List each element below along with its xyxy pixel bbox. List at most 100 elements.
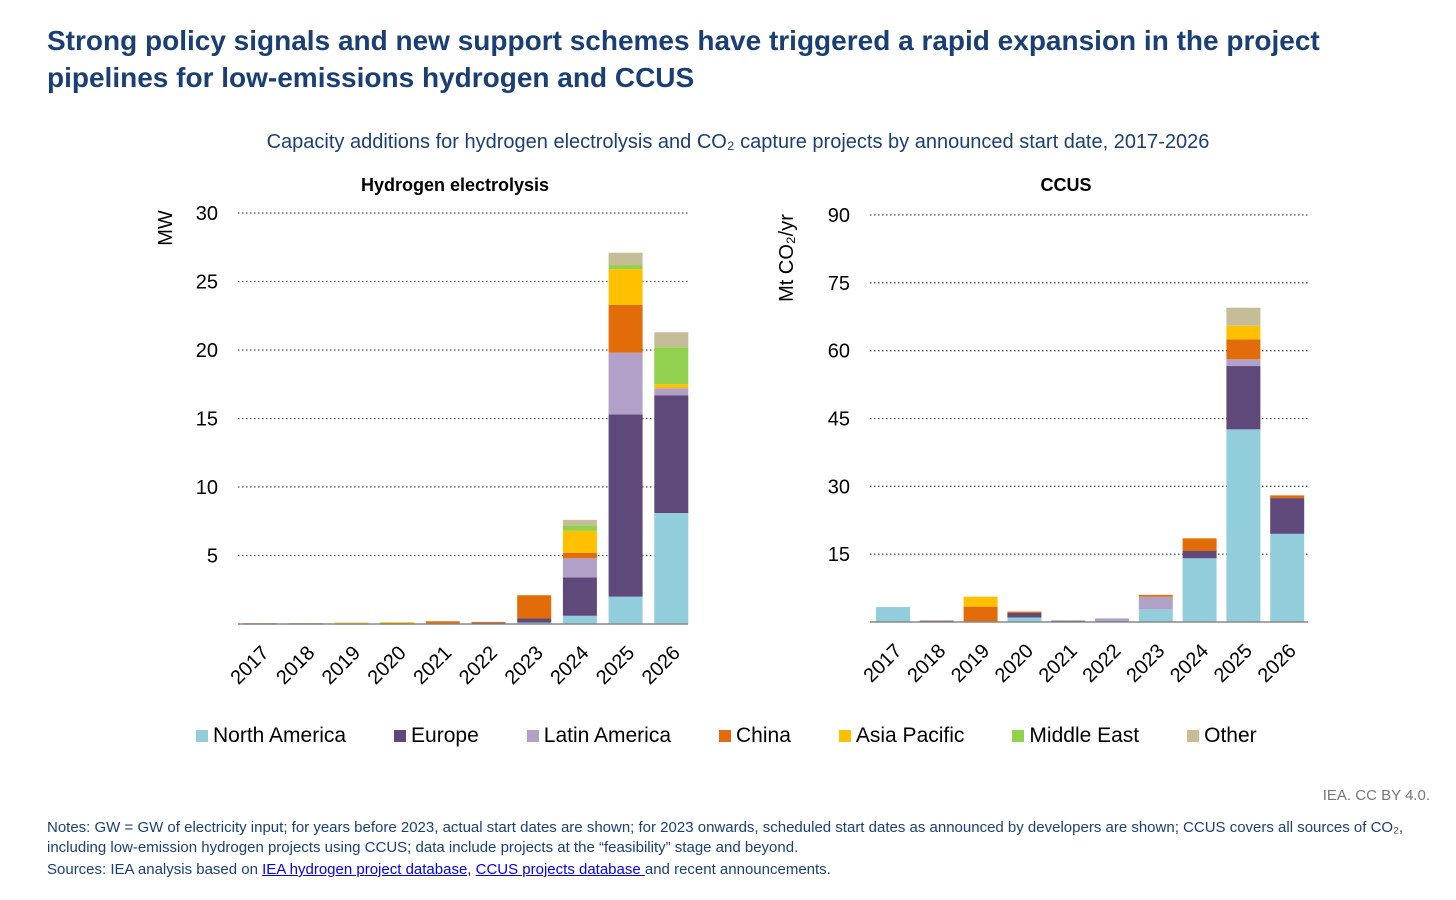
bar-segment	[1182, 558, 1217, 622]
y-tick-label: 5	[207, 546, 218, 568]
bar-segment	[1226, 325, 1261, 340]
sources-suffix: and recent announcements.	[644, 861, 831, 878]
bar-segment	[963, 606, 998, 622]
bar-segment	[1226, 307, 1261, 326]
bar-segment	[425, 621, 460, 624]
x-tick-label: 2021	[1035, 640, 1082, 687]
x-tick-label: 2020	[364, 642, 411, 689]
bar-segment	[562, 530, 597, 553]
y-tick-label: 75	[828, 273, 850, 295]
bar-segment	[654, 395, 689, 514]
x-tick-label: 2024	[546, 642, 593, 689]
bar-segment	[654, 513, 689, 624]
legend-label: Latin America	[543, 724, 671, 747]
legend-item: Europe	[394, 724, 479, 748]
y-axis-label: Mt CO₂/yr	[776, 214, 798, 302]
y-tick-label: 10	[196, 477, 218, 499]
bar-segment	[1270, 498, 1305, 534]
legend-item: Other	[1187, 724, 1257, 748]
bar-segment	[1226, 366, 1261, 430]
bar-segment	[1095, 618, 1129, 622]
legend-swatch	[838, 730, 851, 742]
legend-swatch	[196, 730, 208, 742]
legend-swatch	[394, 730, 407, 742]
x-tick-label: 2021	[409, 642, 456, 689]
bar-segment	[1226, 339, 1261, 360]
bar-segment	[608, 304, 643, 353]
chart-subtitle: Capacity additions for hydrogen electrol…	[266, 131, 1210, 153]
legend-label: China	[736, 724, 791, 747]
bar-segment	[963, 596, 998, 607]
bar-segment	[562, 558, 597, 578]
bar-segment	[517, 595, 552, 619]
bar-segment	[1182, 551, 1217, 559]
sources: Sources: IEA analysis based on IEA hydro…	[47, 861, 831, 878]
bar-segment	[380, 622, 415, 624]
x-tick-label: 2024	[1166, 640, 1213, 687]
x-tick-label: 2019	[947, 640, 994, 687]
legend-swatch	[719, 730, 731, 742]
x-tick-label: 2019	[318, 642, 365, 689]
panel-title: Hydrogen electrolysis	[361, 175, 549, 195]
bar-segment	[517, 618, 552, 623]
x-tick-label: 2023	[501, 642, 548, 689]
bar-segment	[608, 252, 643, 266]
bar-segment	[654, 347, 689, 385]
bar-segment	[471, 621, 506, 623]
bar-segment	[562, 552, 597, 559]
x-tick-label: 2018	[903, 640, 950, 687]
x-tick-label: 2020	[991, 640, 1038, 687]
y-tick-label: 60	[828, 341, 850, 363]
bar-segment	[608, 269, 643, 305]
bar-segment	[876, 607, 910, 622]
ccus-database-link[interactable]: CCUS projects database	[475, 861, 645, 878]
x-tick-label: 2025	[592, 642, 639, 689]
bar-segment	[608, 596, 643, 624]
bar-segment	[334, 622, 369, 624]
hydrogen-database-link[interactable]: IEA hydrogen project database,	[262, 861, 472, 878]
y-axis-label: MW	[155, 210, 177, 246]
y-tick-label: 25	[196, 272, 218, 294]
bar-segment	[608, 265, 643, 270]
bar-segment	[562, 615, 597, 624]
y-tick-label: 45	[828, 409, 850, 431]
x-tick-label: 2026	[638, 642, 685, 689]
legend-swatch	[526, 730, 539, 742]
charts: Hydrogen electrolysisMW51015202530201720…	[155, 175, 1308, 689]
legend-item: China	[719, 724, 791, 748]
legend-label: Middle East	[1029, 724, 1140, 747]
y-tick-label: 15	[828, 544, 850, 566]
y-tick-label: 30	[828, 476, 850, 498]
bar-segment	[1226, 359, 1261, 367]
y-tick-label: 90	[828, 205, 850, 227]
x-tick-label: 2025	[1210, 640, 1257, 687]
bar-segment	[1182, 538, 1217, 552]
y-tick-label: 15	[196, 409, 218, 431]
bar-segment	[1270, 495, 1305, 499]
x-tick-label: 2022	[455, 642, 502, 689]
x-tick-label: 2017	[860, 640, 907, 687]
legend-item: Latin America	[526, 724, 671, 748]
bar-segment	[654, 332, 689, 348]
legend-item: Asia Pacific	[838, 724, 965, 748]
legend-label: Asia Pacific	[855, 724, 965, 747]
bar-segment	[1226, 429, 1261, 622]
page-title: Strong policy signals and new support sc…	[47, 25, 1320, 93]
bar-segment	[1007, 612, 1042, 618]
x-tick-label: 2023	[1122, 640, 1169, 687]
legend-label: Other	[1204, 724, 1257, 747]
bar-segment	[1138, 596, 1173, 610]
y-tick-label: 30	[196, 203, 218, 225]
bar-segment	[562, 525, 597, 531]
bar-segment	[562, 577, 597, 616]
bar-segment	[1138, 594, 1173, 597]
sources-prefix: Sources: IEA analysis based on	[47, 861, 263, 878]
legend-label: North America	[213, 724, 347, 747]
legend-label: Europe	[411, 724, 479, 747]
credit: IEA. CC BY 4.0.	[1322, 787, 1430, 804]
bar-segment	[562, 519, 597, 526]
bar-segment	[608, 414, 643, 597]
legend-item: Middle East	[1012, 724, 1139, 748]
bar-segment	[1138, 609, 1173, 622]
bar-segment	[1270, 533, 1305, 622]
